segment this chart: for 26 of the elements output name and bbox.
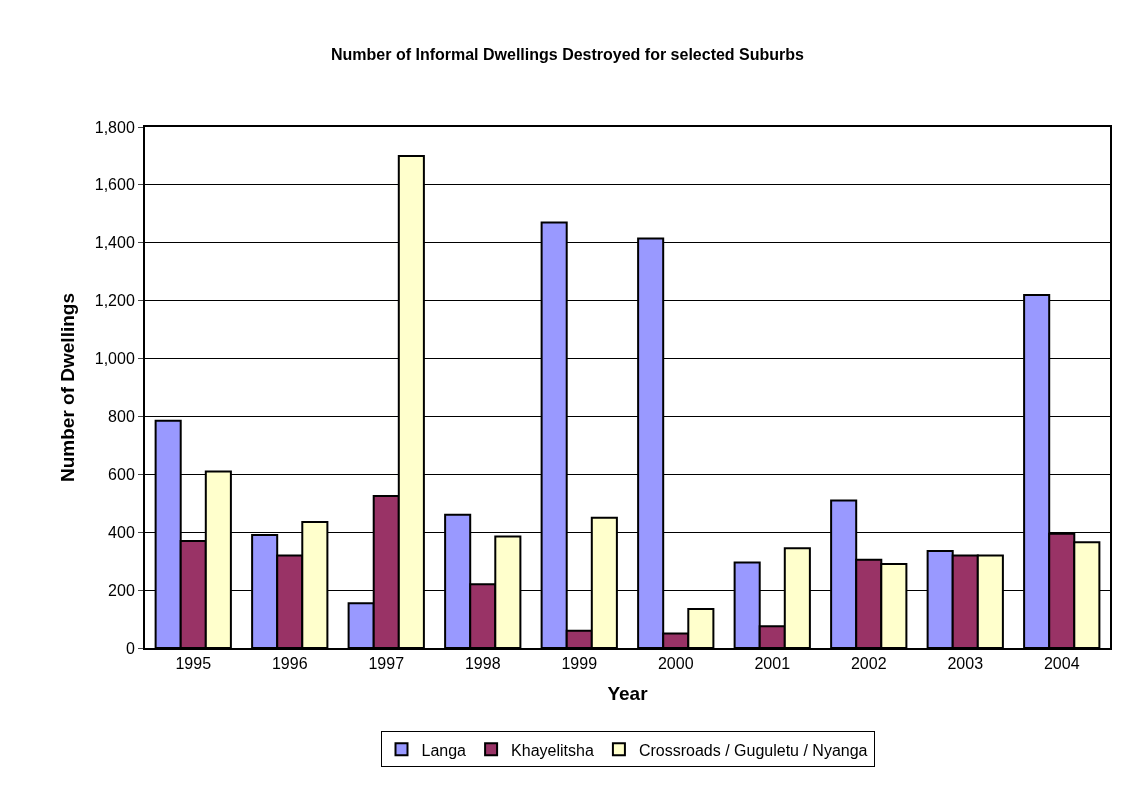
y-tick-label: 1,400 [94, 234, 135, 252]
x-tick-label: 2000 [657, 655, 694, 673]
x-tick-label: 2003 [947, 655, 984, 673]
y-tick-label: 0 [125, 639, 135, 657]
legend-label: Khayelitsha [511, 741, 594, 759]
x-tick-label: 1997 [368, 655, 405, 673]
y-tick-label: 1,200 [94, 292, 135, 310]
legend-label: Langa [421, 741, 467, 759]
y-axis-title: Number of Dwellings [57, 293, 79, 482]
y-tick-label: 1,600 [94, 176, 135, 194]
legend-label: Crossroads / Guguletu / Nyanga [638, 741, 868, 759]
x-tick-label: 1995 [175, 655, 212, 673]
x-tick-label: 2001 [754, 655, 791, 673]
x-tick-label: 1998 [464, 655, 501, 673]
y-tick-label: 800 [108, 408, 135, 426]
y-tick-label: 1,000 [94, 350, 135, 368]
y-tick-label: 400 [108, 523, 135, 541]
y-tick-label: 200 [108, 581, 135, 599]
y-tick-label: 600 [108, 465, 135, 483]
x-tick-label: 1999 [561, 655, 598, 673]
x-axis-title: Year [607, 682, 649, 704]
chart-title: Number of Informal Dwellings Destroyed for selected Suburbs [331, 45, 805, 63]
y-tick-label: 1,800 [94, 118, 135, 136]
x-tick-label: 2002 [850, 655, 887, 673]
x-tick-label: 1996 [271, 655, 308, 673]
x-tick-label: 2004 [1043, 655, 1080, 673]
